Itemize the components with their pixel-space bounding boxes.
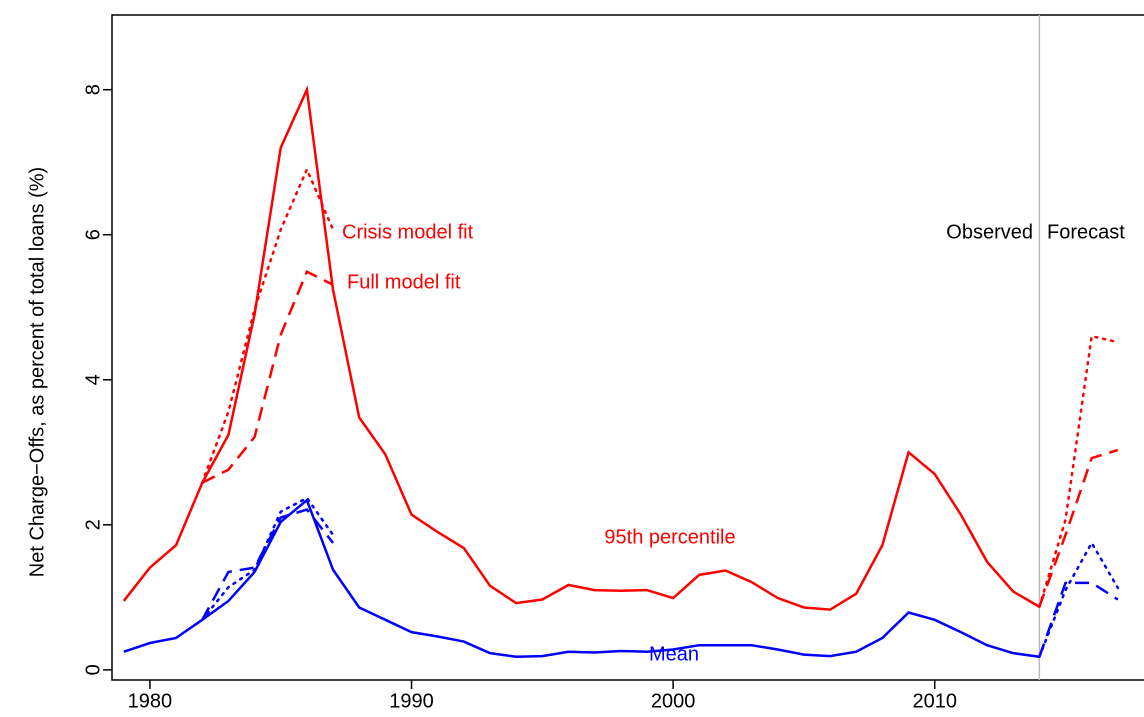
- series-line: [1038, 540, 1120, 659]
- series-line: [122, 85, 1040, 611]
- series-line: [201, 270, 334, 484]
- y-tick-label: 2: [82, 519, 104, 530]
- plot-frame: [111, 14, 1144, 681]
- y-tick-label: 8: [82, 84, 104, 95]
- series-line: [201, 166, 335, 484]
- x-tick-label: 1990: [389, 690, 434, 712]
- x-tick-label: 2010: [912, 690, 957, 712]
- annotation: Forecast: [1047, 221, 1125, 243]
- x-tick-label: 2000: [651, 690, 696, 712]
- series-line: [123, 498, 1040, 659]
- annotation: Crisis model fit: [342, 221, 474, 243]
- annotation: Observed: [946, 221, 1033, 243]
- series-line: [1038, 448, 1119, 608]
- y-tick-label: 4: [82, 374, 104, 385]
- y-tick-label: 6: [82, 229, 104, 240]
- annotation: Full model fit: [347, 271, 461, 293]
- annotation: 95th percentile: [604, 526, 735, 548]
- x-tick-label: 1980: [128, 690, 173, 712]
- series-line: [201, 508, 335, 621]
- series-line: [1038, 334, 1120, 609]
- y-axis-label: Net Charge−Offs, as percent of total loa…: [26, 167, 48, 577]
- annotation: Mean: [649, 643, 699, 665]
- y-tick-label: 0: [82, 664, 104, 675]
- series-line: [1038, 581, 1119, 658]
